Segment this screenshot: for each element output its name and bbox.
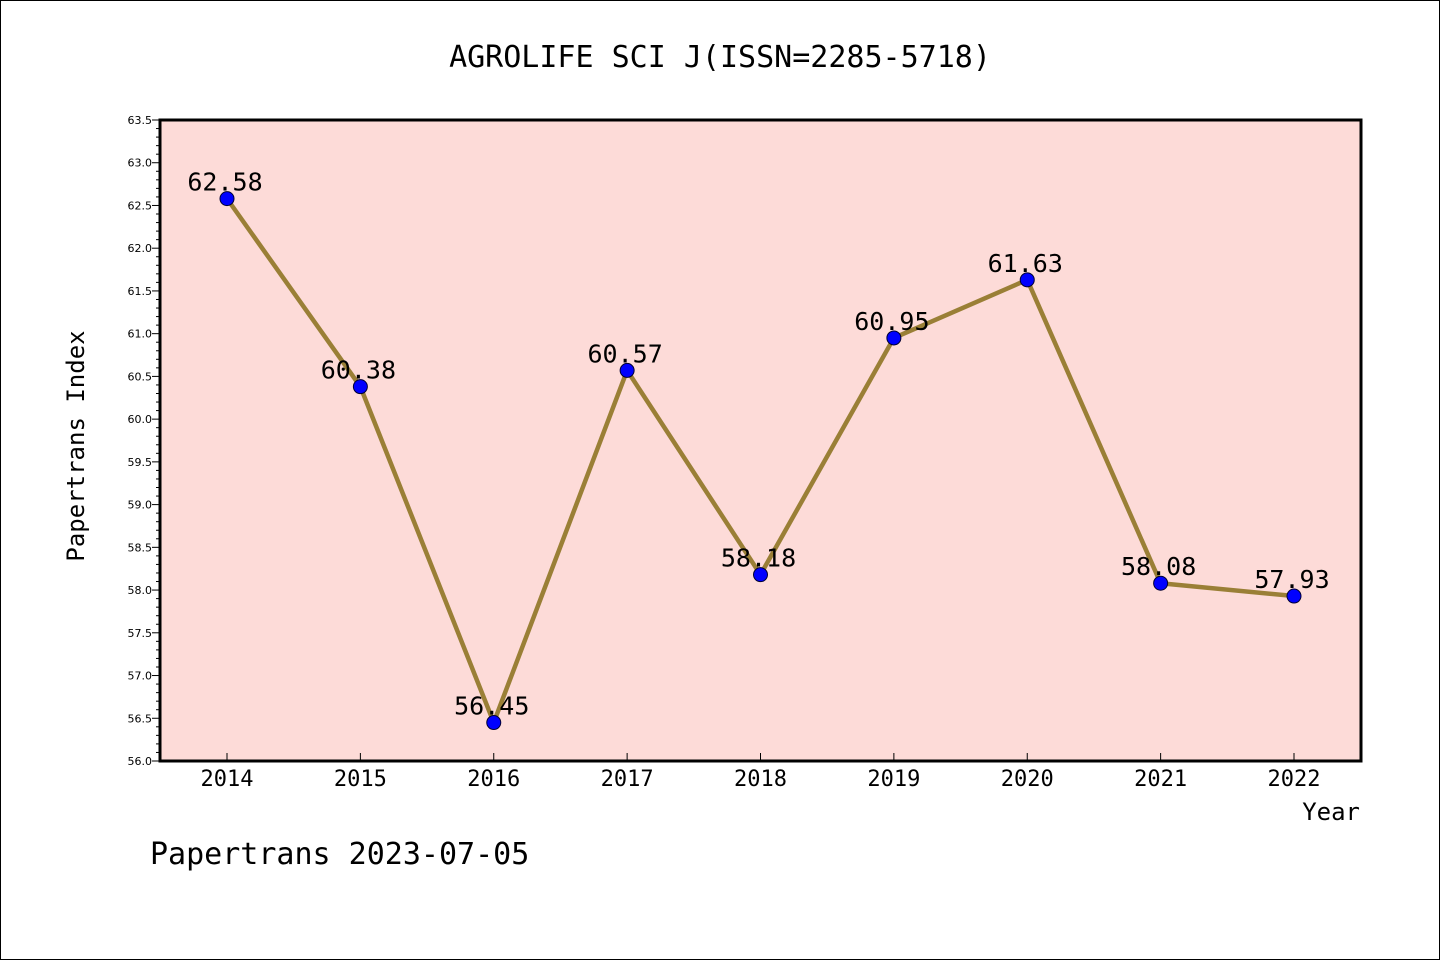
y-tick-label: 63.5 <box>128 114 153 127</box>
y-tick-label: 62.5 <box>128 199 153 212</box>
y-tick-label: 61.0 <box>128 328 153 341</box>
y-tick-label: 58.5 <box>128 541 153 554</box>
y-tick-label: 59.0 <box>128 499 153 512</box>
x-axis-ticks: 2014 2015 2016 2017 2018 2019 2020 2021 2022 <box>201 753 1321 792</box>
plot-area <box>158 118 1363 763</box>
data-label: 57.93 <box>1254 565 1329 594</box>
x-tick-label: 2014 <box>201 767 254 792</box>
data-label: 58.08 <box>1121 552 1196 581</box>
y-tick-label: 61.5 <box>128 285 153 298</box>
y-tick-label: 57.5 <box>128 627 153 640</box>
data-label: 62.58 <box>187 168 262 197</box>
y-tick-label: 56.0 <box>128 755 153 768</box>
footer-date: Papertrans 2023-07-05 <box>150 837 529 872</box>
data-label: 60.57 <box>587 339 662 368</box>
data-point <box>1019 272 1035 288</box>
x-tick-label: 2015 <box>334 767 387 792</box>
x-tick-label: 2019 <box>867 767 920 792</box>
data-point <box>753 567 768 583</box>
data-point <box>1286 588 1302 604</box>
data-point <box>1153 575 1169 591</box>
y-tick-label: 57.0 <box>128 670 153 683</box>
x-tick-label: 2022 <box>1268 767 1321 792</box>
y-tick-label: 63.0 <box>128 157 153 170</box>
y-tick-label: 60.0 <box>128 413 153 426</box>
y-axis-label: Papertrans Index <box>62 330 90 561</box>
data-label: 60.95 <box>854 307 929 336</box>
x-axis-label: Year <box>1302 798 1360 826</box>
data-point <box>352 379 368 395</box>
x-tick-label: 2017 <box>601 767 654 792</box>
data-point <box>219 191 235 207</box>
x-tick-label: 2016 <box>467 767 520 792</box>
data-label: 61.63 <box>988 249 1063 278</box>
data-label: 56.45 <box>454 692 529 721</box>
data-point <box>886 330 902 346</box>
chart-title: AGROLIFE SCI J(ISSN=2285-5718) <box>449 40 991 75</box>
series-layer: 62.58 60.38 56.45 60.57 58.18 60.95 61.63 58.08… <box>187 168 1330 731</box>
y-tick-label: 59.5 <box>128 456 153 469</box>
data-label: 60.38 <box>321 356 396 385</box>
x-tick-label: 2018 <box>734 767 787 792</box>
data-point <box>619 362 635 378</box>
data-label: 58.18 <box>721 544 796 573</box>
data-point <box>486 715 502 731</box>
y-tick-label: 60.5 <box>128 370 153 383</box>
y-axis-ticks: 56.0 56.5 57.0 57.5 58.0 58.5 59.0 59.5 60.0 60.5… <box>128 114 160 768</box>
y-tick-label: 56.5 <box>128 712 153 725</box>
x-tick-label: 2020 <box>1001 767 1054 792</box>
y-tick-label: 62.0 <box>128 242 153 255</box>
x-tick-label: 2021 <box>1134 767 1187 792</box>
y-tick-label: 58.0 <box>128 584 153 597</box>
